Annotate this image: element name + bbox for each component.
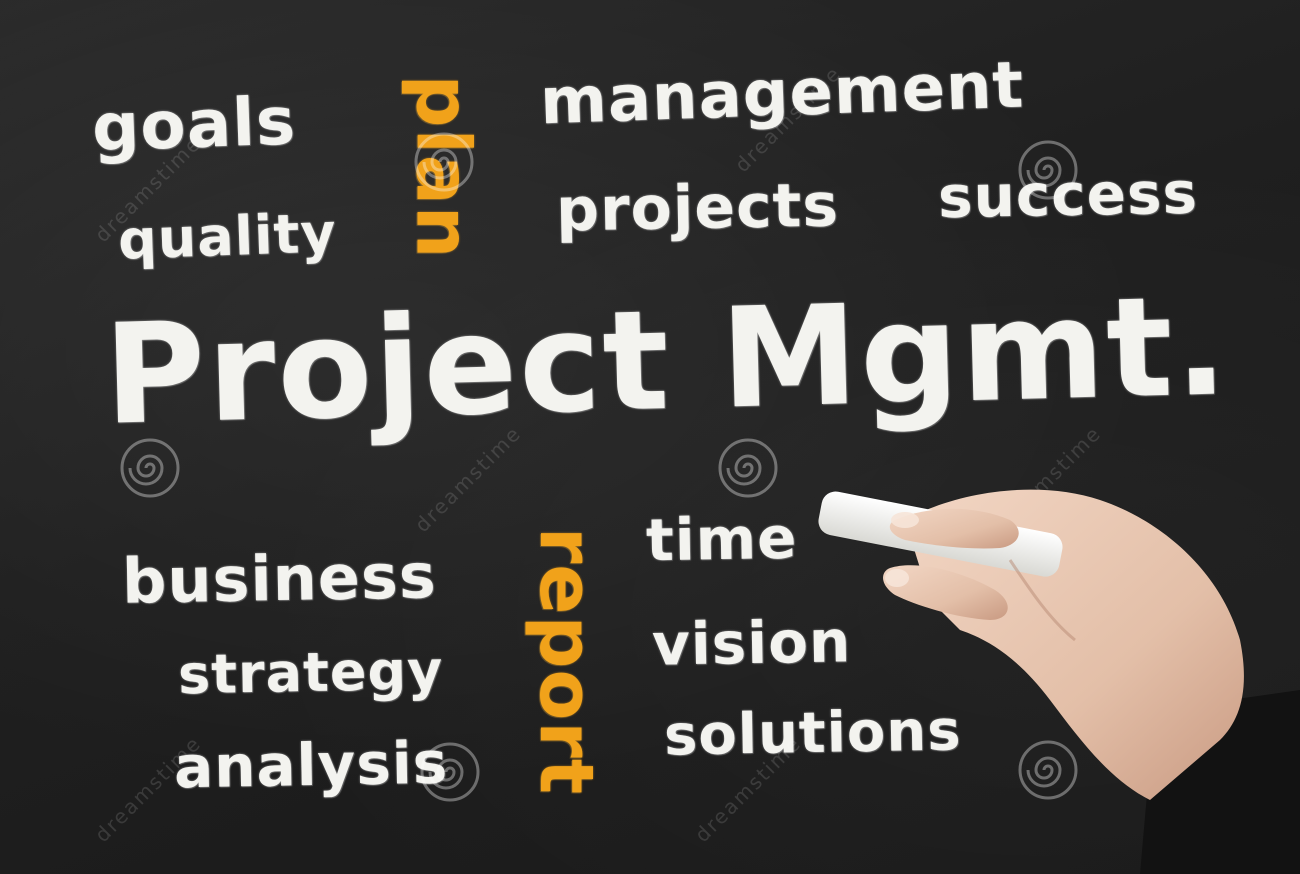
thumb <box>883 565 1008 620</box>
watermark-swirl-icon <box>414 132 474 192</box>
watermark-swirl-icon <box>1018 140 1078 200</box>
watermark-swirl-icon <box>718 438 778 498</box>
palm <box>905 489 1244 800</box>
sleeve <box>1140 690 1300 874</box>
watermark-swirl-icon <box>420 742 480 802</box>
index-finger <box>889 508 1019 549</box>
watermark-swirl-icon <box>1018 740 1078 800</box>
watermark-swirl-icon <box>120 438 180 498</box>
